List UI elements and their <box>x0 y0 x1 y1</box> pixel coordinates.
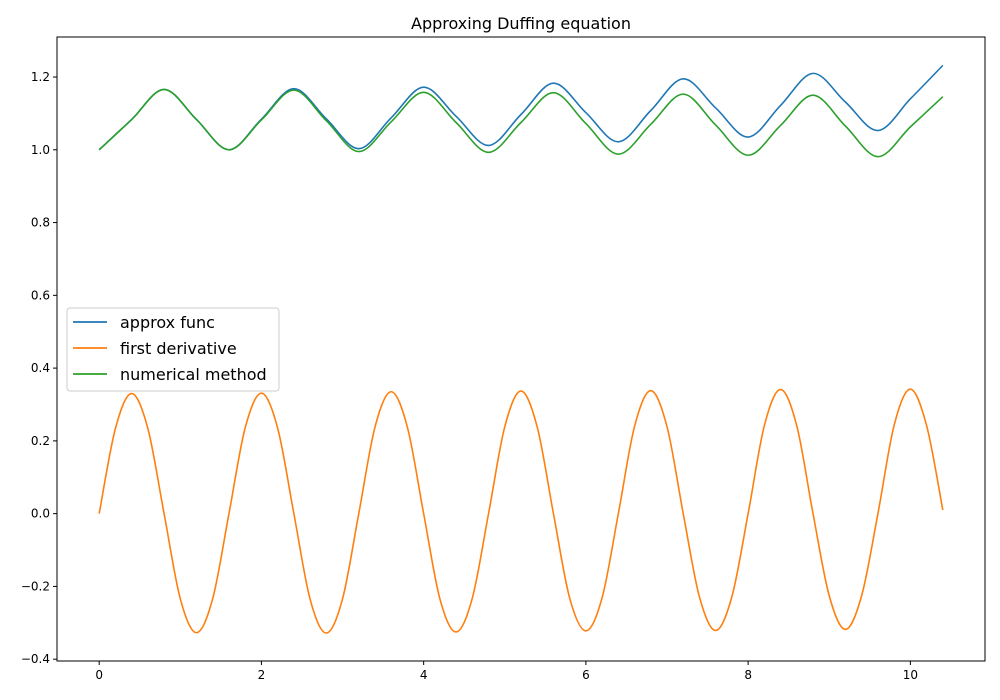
axes-border <box>56 36 986 662</box>
axes-frame <box>56 36 986 662</box>
x-axis-ticks: 0 2 4 6 8 10 <box>95 661 918 682</box>
y-tick-label: 1.2 <box>31 70 50 84</box>
x-tick-label: 10 <box>903 668 918 682</box>
legend-label: approx func <box>120 313 215 332</box>
y-tick-label: −0.4 <box>21 652 50 666</box>
series-line-first-derivative <box>98 388 944 634</box>
x-tick-label: 8 <box>744 668 752 682</box>
legend-label: first derivative <box>120 339 237 358</box>
y-tick-label: 1.0 <box>31 143 50 157</box>
y-tick-label: 0.8 <box>31 216 50 230</box>
y-tick-label: 0.2 <box>31 434 50 448</box>
x-tick-label: 2 <box>258 668 266 682</box>
y-tick-label: 0.0 <box>31 507 50 521</box>
series-line-numerical-method <box>98 88 944 158</box>
x-tick-label: 0 <box>95 668 103 682</box>
x-tick-label: 6 <box>582 668 590 682</box>
legend-box <box>66 307 280 392</box>
chart-title: Approxing Duffing equation <box>411 14 631 33</box>
y-tick-label: 0.6 <box>31 288 50 302</box>
y-tick-label: −0.2 <box>21 579 50 593</box>
y-tick-label: 0.4 <box>31 361 50 375</box>
y-axis-ticks: −0.4 −0.2 0.0 0.2 0.4 0.6 0.8 1.0 1.2 <box>21 70 57 666</box>
x-tick-label: 4 <box>420 668 428 682</box>
legend-label: numerical method <box>120 365 267 384</box>
legend: approx func first derivative numerical met… <box>66 307 280 392</box>
plot-area <box>98 64 944 634</box>
